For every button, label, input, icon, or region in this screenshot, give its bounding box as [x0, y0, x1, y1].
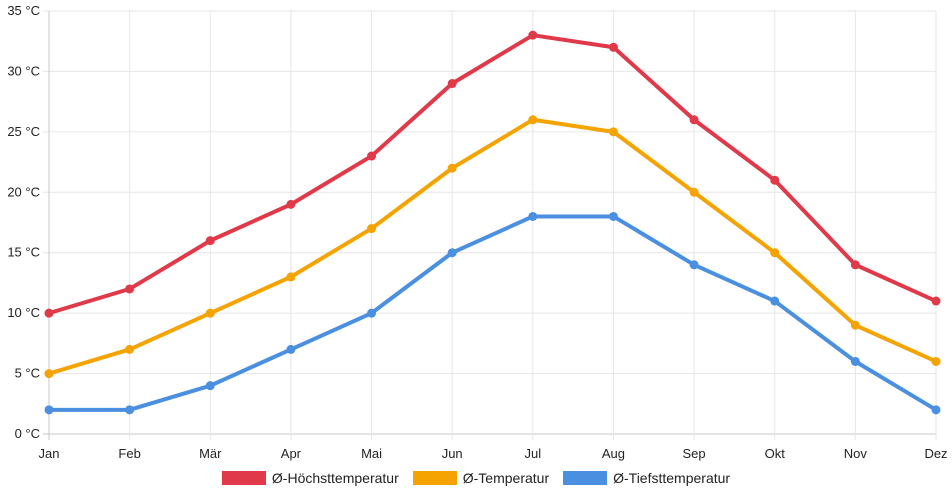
x-tick-label: Okt	[765, 446, 786, 461]
data-point-2[interactable]	[850, 356, 860, 366]
y-tick-label: 10 °C	[7, 305, 40, 320]
data-point-0[interactable]	[850, 260, 860, 270]
legend-item-mean[interactable]: Ø-Temperatur	[412, 470, 550, 486]
series-line-2	[47, 214, 938, 412]
legend-swatch-low	[563, 471, 608, 485]
data-point-1[interactable]	[608, 127, 618, 137]
y-tick-label: 30 °C	[7, 63, 40, 78]
data-point-0[interactable]	[367, 151, 377, 161]
data-point-0[interactable]	[44, 308, 54, 318]
data-point-1[interactable]	[770, 248, 780, 258]
data-point-0[interactable]	[931, 296, 941, 306]
y-tick-label: 5 °C	[15, 366, 40, 381]
x-tick-label: Feb	[118, 446, 140, 461]
data-point-1[interactable]	[689, 187, 699, 197]
data-point-1[interactable]	[286, 272, 296, 282]
data-point-1[interactable]	[931, 356, 941, 366]
data-point-0[interactable]	[689, 115, 699, 125]
legend-label-mean: Ø-Temperatur	[462, 470, 550, 486]
data-point-0[interactable]	[447, 79, 457, 89]
chart-legend: Ø-Höchsttemperatur Ø-Temperatur Ø-Tiefst…	[0, 470, 952, 486]
y-axis-ticks: 0 °C 5 °C 10 °C 15 °C 20 °C 25 °C 30 °C 35 °C	[7, 3, 40, 441]
x-tick-label: Jan	[39, 446, 60, 461]
data-point-0[interactable]	[608, 42, 618, 52]
data-point-2[interactable]	[205, 381, 215, 391]
x-tick-label: Dez	[924, 446, 947, 461]
data-point-1[interactable]	[447, 163, 457, 173]
data-point-0[interactable]	[528, 30, 538, 40]
data-point-2[interactable]	[689, 260, 699, 270]
data-point-1[interactable]	[850, 320, 860, 330]
y-tick-label: 25 °C	[7, 124, 40, 139]
grid-lines	[43, 10, 937, 440]
data-point-2[interactable]	[931, 405, 941, 415]
data-point-2[interactable]	[770, 296, 780, 306]
x-tick-label: Jun	[442, 446, 463, 461]
data-point-2[interactable]	[367, 308, 377, 318]
legend-item-low[interactable]: Ø-Tiefsttemperatur	[563, 470, 730, 486]
data-point-1[interactable]	[205, 308, 215, 318]
y-tick-label: 0 °C	[15, 426, 40, 441]
x-tick-label: Apr	[281, 446, 302, 461]
data-point-1[interactable]	[44, 369, 54, 379]
data-point-0[interactable]	[205, 236, 215, 246]
data-point-2[interactable]	[44, 405, 54, 415]
x-tick-label: Jul	[525, 446, 542, 461]
y-tick-label: 20 °C	[7, 184, 40, 199]
series-line-1	[47, 117, 938, 376]
series-line-0	[47, 33, 938, 316]
series-lines	[44, 30, 941, 415]
legend-label-high: Ø-Höchsttemperatur	[271, 470, 399, 486]
data-point-1[interactable]	[125, 344, 135, 354]
x-tick-label: Nov	[844, 446, 868, 461]
x-tick-label: Aug	[602, 446, 625, 461]
data-point-0[interactable]	[770, 175, 780, 185]
legend-swatch-mean	[412, 471, 457, 485]
data-point-0[interactable]	[286, 199, 296, 209]
data-point-2[interactable]	[608, 211, 618, 221]
legend-item-high[interactable]: Ø-Höchsttemperatur	[221, 470, 399, 486]
data-point-2[interactable]	[125, 405, 135, 415]
data-point-2[interactable]	[447, 248, 457, 258]
x-axis-ticks: Jan Feb Mär Apr Mai Jun Jul Aug Sep Okt Nov Dez	[39, 446, 948, 461]
temperature-line-chart: 0 °C 5 °C 10 °C 15 °C 20 °C 25 °C 30 °C 35 °C J…	[7, 3, 948, 461]
legend-swatch-high	[221, 471, 266, 485]
y-tick-label: 35 °C	[7, 3, 40, 18]
x-tick-label: Mai	[361, 446, 382, 461]
y-tick-label: 15 °C	[7, 245, 40, 260]
data-point-0[interactable]	[125, 284, 135, 294]
x-tick-label: Sep	[683, 446, 706, 461]
data-point-2[interactable]	[528, 211, 538, 221]
legend-label-low: Ø-Tiefsttemperatur	[613, 470, 731, 486]
data-point-1[interactable]	[528, 115, 538, 125]
data-point-2[interactable]	[286, 344, 296, 354]
data-point-1[interactable]	[367, 224, 377, 234]
x-tick-label: Mär	[199, 446, 222, 461]
